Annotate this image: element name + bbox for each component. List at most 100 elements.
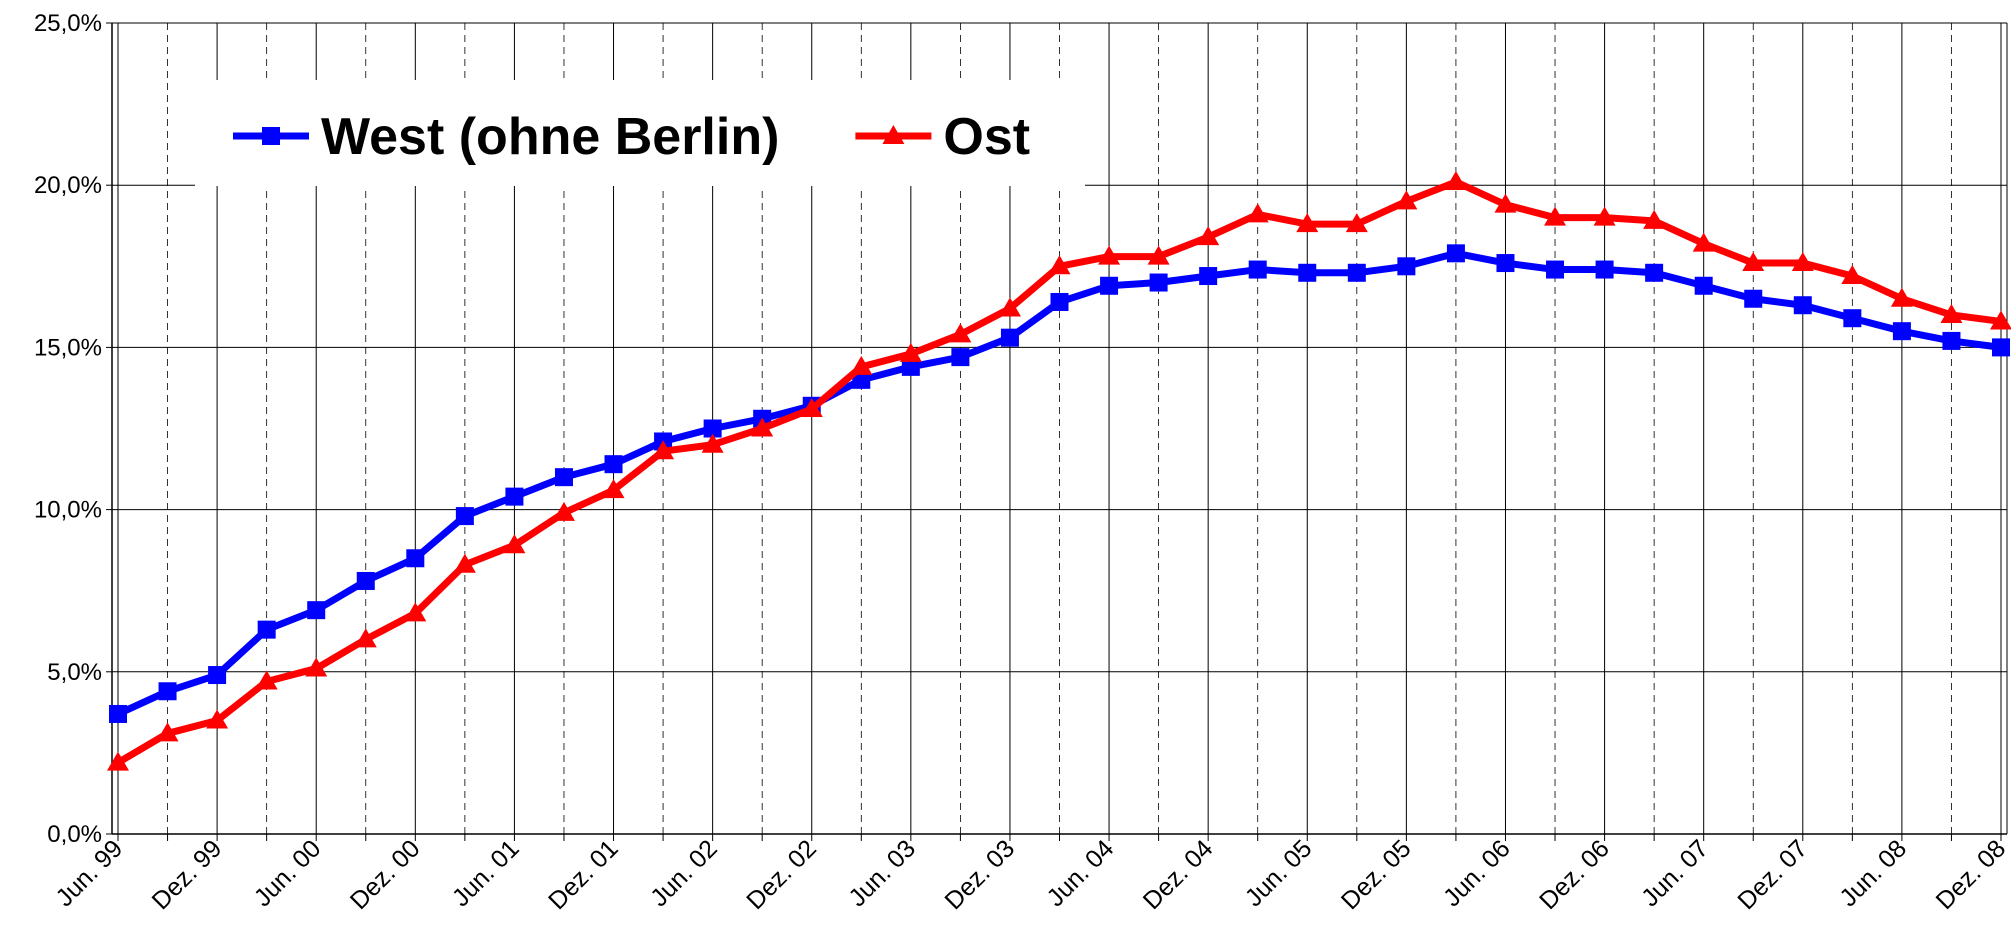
- marker: [206, 709, 229, 729]
- marker: [652, 440, 675, 460]
- x-tick-label: Dez. 01: [543, 834, 624, 915]
- x-tick-label: Jun. 01: [447, 834, 525, 912]
- marker: [1546, 260, 1565, 279]
- marker: [552, 501, 575, 521]
- marker: [1791, 252, 1814, 272]
- x-tick-label: Dez. 02: [741, 834, 822, 915]
- marker: [1496, 254, 1515, 273]
- marker: [1444, 170, 1467, 190]
- marker: [455, 507, 474, 526]
- marker: [554, 468, 573, 487]
- marker: [1793, 296, 1812, 315]
- y-tick-label: 5,0%: [47, 659, 102, 686]
- marker: [1048, 255, 1071, 275]
- marker: [1050, 292, 1069, 311]
- y-tick-label: 20,0%: [34, 172, 102, 199]
- marker: [1990, 310, 2011, 330]
- marker: [406, 549, 425, 568]
- marker: [1841, 265, 1864, 285]
- x-tick-label: Jun. 07: [1636, 834, 1714, 912]
- x-tick-label: Jun. 06: [1438, 834, 1516, 912]
- legend: West (ohne Berlin) Ost: [195, 80, 1085, 186]
- marker: [257, 620, 276, 639]
- x-tick-label: Dez. 04: [1138, 834, 1219, 915]
- marker: [703, 419, 722, 438]
- marker: [1397, 257, 1416, 276]
- marker: [998, 297, 1021, 317]
- y-tick-label: 25,0%: [34, 10, 102, 37]
- marker: [604, 455, 623, 474]
- marker: [1643, 209, 1666, 229]
- x-tick-label: Dez. 99: [147, 834, 228, 915]
- marker: [949, 323, 972, 343]
- x-tick-label: Dez. 08: [1931, 834, 2011, 915]
- marker: [1147, 245, 1170, 265]
- y-tick-label: 15,0%: [34, 334, 102, 361]
- marker: [453, 553, 476, 573]
- legend-label: West (ohne Berlin): [321, 108, 779, 166]
- marker: [899, 342, 922, 362]
- marker: [1544, 206, 1567, 226]
- marker: [208, 666, 227, 685]
- marker: [1298, 263, 1317, 282]
- marker: [1197, 226, 1220, 246]
- marker: [505, 487, 524, 506]
- marker: [356, 571, 375, 590]
- marker: [1296, 213, 1319, 233]
- marker: [305, 657, 328, 677]
- x-tick-label: Dez. 06: [1534, 834, 1615, 915]
- x-tick-label: Jun. 03: [843, 834, 921, 912]
- x-tick-label: Dez. 03: [939, 834, 1020, 915]
- x-tick-label: Dez. 00: [345, 834, 426, 915]
- marker: [1843, 309, 1862, 328]
- marker: [751, 417, 774, 437]
- marker: [1645, 263, 1664, 282]
- y-tick-label: 0,0%: [47, 821, 102, 848]
- marker: [1892, 322, 1911, 341]
- marker: [1992, 338, 2010, 357]
- marker: [262, 127, 280, 145]
- marker: [1744, 289, 1763, 308]
- marker: [1098, 245, 1121, 265]
- marker: [1100, 276, 1119, 295]
- marker: [1347, 263, 1366, 282]
- x-tick-label: Jun. 04: [1042, 834, 1120, 912]
- marker: [255, 670, 278, 690]
- marker: [1593, 206, 1616, 226]
- marker: [1595, 260, 1614, 279]
- marker: [156, 722, 179, 742]
- marker: [503, 534, 526, 554]
- marker: [1940, 303, 1963, 323]
- x-tick-label: Jun. 08: [1834, 834, 1912, 912]
- marker: [158, 682, 177, 701]
- x-tick-label: Jun. 05: [1240, 834, 1318, 912]
- marker: [1149, 273, 1168, 292]
- marker: [1494, 193, 1517, 213]
- marker: [1395, 190, 1418, 210]
- marker: [1345, 213, 1368, 233]
- x-tick-label: Dez. 05: [1336, 834, 1417, 915]
- marker: [1942, 331, 1961, 350]
- legend-box: [195, 80, 1085, 186]
- marker: [1248, 260, 1267, 279]
- marker: [307, 601, 326, 620]
- x-tick-label: Dez. 07: [1732, 834, 1813, 915]
- y-tick-label: 10,0%: [34, 497, 102, 524]
- marker: [602, 479, 625, 499]
- marker: [852, 370, 871, 389]
- x-tick-label: Jun. 00: [249, 834, 327, 912]
- marker: [701, 433, 724, 453]
- marker: [850, 355, 873, 375]
- marker: [1000, 328, 1019, 347]
- marker: [951, 348, 970, 367]
- marker: [1692, 232, 1715, 252]
- marker: [1199, 267, 1218, 286]
- marker: [1694, 276, 1713, 295]
- marker: [107, 751, 129, 771]
- marker: [1246, 203, 1269, 223]
- marker: [800, 398, 823, 418]
- marker: [1890, 287, 1913, 307]
- marker: [109, 704, 127, 723]
- legend-label: Ost: [943, 108, 1030, 166]
